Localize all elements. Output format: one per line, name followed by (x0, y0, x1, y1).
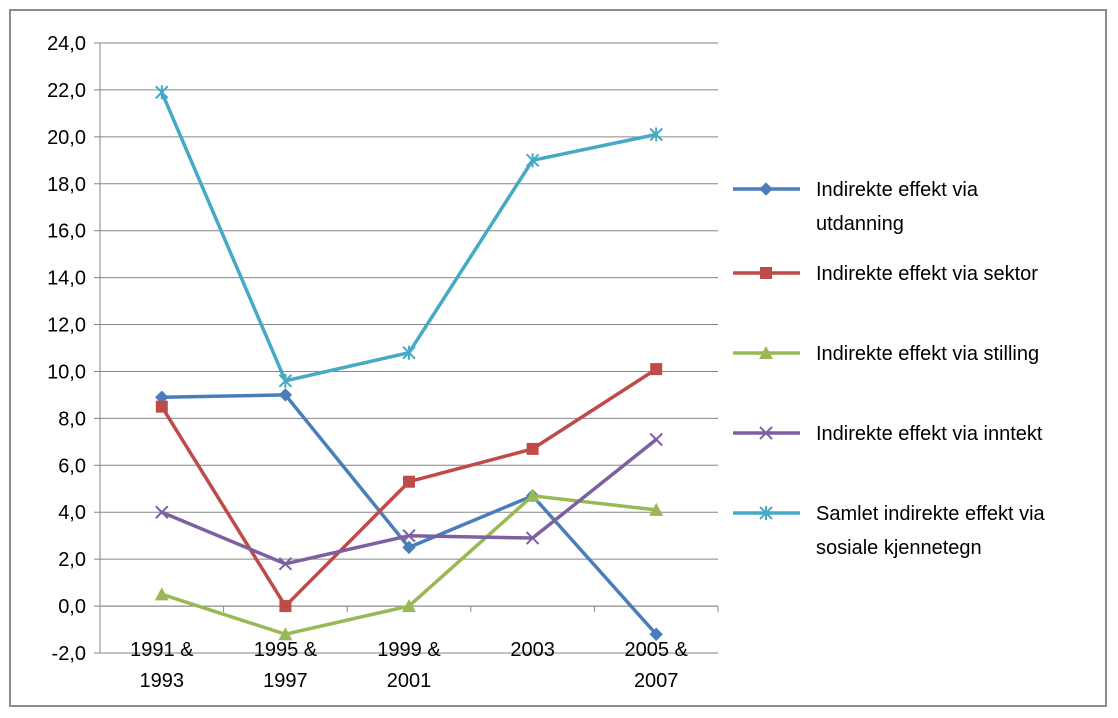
y-tick-label: 16,0 (47, 221, 86, 243)
data-point (649, 127, 663, 142)
y-tick-label: 18,0 (47, 174, 86, 196)
data-point (402, 540, 416, 555)
data-point (278, 627, 293, 641)
data-point (649, 502, 664, 516)
legend-label: Indirekte effekt via stilling (816, 343, 1039, 365)
series-line (160, 494, 658, 636)
data-point (279, 600, 292, 613)
data-point (402, 528, 416, 543)
x-tick-label: 1993 (140, 670, 185, 692)
x-tick-label: 2003 (510, 639, 555, 661)
legend-marker (759, 426, 773, 440)
y-tick-label: 8,0 (58, 408, 86, 430)
y-tick-label: -2,0 (52, 643, 86, 665)
x-tick-label: 1991 & (130, 639, 194, 661)
series-line (160, 393, 658, 636)
legend-item-3: Indirekte effekt via stilling (733, 343, 1039, 365)
legend-label: Indirekte effekt via inntekt (816, 423, 1043, 445)
x-tick-label: 2005 & (625, 639, 689, 661)
chart-frame (9, 9, 1107, 707)
y-tick-label: 14,0 (47, 268, 86, 290)
x-tick-label: 1999 & (377, 639, 441, 661)
grid-layer (100, 42, 718, 654)
data-point (525, 153, 540, 168)
data-point (278, 388, 293, 402)
x-tick-label: 2001 (387, 670, 432, 692)
legend-label: utdanning (816, 213, 904, 235)
x-tick-label: 1995 & (254, 639, 318, 661)
marker-stroke (649, 432, 663, 447)
legend-item-1: Indirekte effekt via utdanning (733, 179, 979, 235)
x-tick-label: 2007 (634, 670, 679, 692)
y-tick-label: 2,0 (58, 549, 86, 571)
marker-stroke (402, 528, 416, 543)
legend-item-2: Indirekte effekt via sektor (733, 263, 1038, 285)
axis-layer: -2,0 0,0 2,0 4,0 6,0 8,0 10,0 12,0 14,0 16,0 18,0 2… (47, 33, 719, 692)
y-tick-label: 12,0 (47, 315, 86, 337)
data-point (155, 85, 169, 100)
series-line (160, 90, 658, 383)
series-layer (154, 85, 664, 641)
data-point (154, 587, 169, 601)
x-tick-label: 1997 (263, 670, 308, 692)
legend-label: sosiale kjennetegn (816, 537, 982, 559)
marker-stroke (759, 426, 773, 440)
data-point (155, 505, 169, 519)
legend-marker (759, 182, 773, 196)
marker-stroke (525, 531, 540, 545)
legend-item-4: Indirekte effekt via inntekt (733, 423, 1043, 445)
data-point (403, 475, 415, 488)
data-point (402, 599, 416, 613)
data-point (155, 400, 168, 413)
series-4 (155, 432, 663, 571)
series-5 (155, 85, 663, 388)
legend-label: Samlet indirekte effekt via (816, 503, 1046, 525)
legend-label: Indirekte effekt via (816, 179, 979, 201)
y-tick-label: 4,0 (58, 502, 86, 524)
y-tick-label: 10,0 (47, 361, 86, 383)
legend-marker (759, 506, 773, 520)
data-point (278, 557, 293, 571)
y-tick-label: 6,0 (58, 455, 86, 477)
y-tick-label: 24,0 (47, 33, 86, 55)
marker-stroke (155, 505, 169, 519)
series-2 (155, 363, 663, 613)
legend-item-5: Samlet indirekte effekt via sosiale kjenn… (733, 503, 1046, 559)
y-tick-label: 22,0 (47, 80, 86, 102)
y-tick-label: 0,0 (58, 596, 86, 618)
data-point (649, 627, 663, 641)
data-point (402, 345, 416, 360)
y-tick-label: 20,0 (47, 127, 86, 149)
legend-marker (759, 346, 773, 359)
legend-marker (760, 267, 772, 279)
series-3 (154, 488, 664, 641)
data-point (525, 488, 540, 502)
data-point (525, 531, 540, 545)
data-point (278, 373, 293, 388)
data-point (526, 442, 539, 455)
legend-label: Indirekte effekt via sektor (816, 263, 1038, 285)
marker-stroke (278, 557, 293, 571)
data-point (650, 363, 663, 376)
data-point (649, 432, 663, 447)
